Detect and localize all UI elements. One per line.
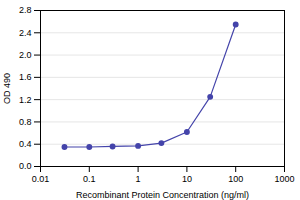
svg-text:0.8: 0.8 — [19, 117, 32, 127]
svg-text:OD 490: OD 490 — [2, 73, 12, 104]
svg-text:1.2: 1.2 — [19, 95, 32, 105]
svg-text:0.1: 0.1 — [83, 174, 96, 184]
svg-text:1: 1 — [136, 174, 141, 184]
svg-text:1000: 1000 — [274, 174, 294, 184]
svg-text:2.4: 2.4 — [19, 28, 32, 38]
svg-text:100: 100 — [228, 174, 243, 184]
svg-text:10: 10 — [182, 174, 192, 184]
svg-text:2.0: 2.0 — [19, 50, 32, 60]
svg-text:2.8: 2.8 — [19, 5, 32, 15]
svg-text:0.01: 0.01 — [32, 174, 50, 184]
svg-text:0.4: 0.4 — [19, 139, 32, 149]
svg-text:Recombinant Protein Concentrat: Recombinant Protein Concentration (ng/ml… — [76, 190, 249, 200]
svg-text:1.6: 1.6 — [19, 72, 32, 82]
svg-text:0.0: 0.0 — [19, 161, 32, 171]
